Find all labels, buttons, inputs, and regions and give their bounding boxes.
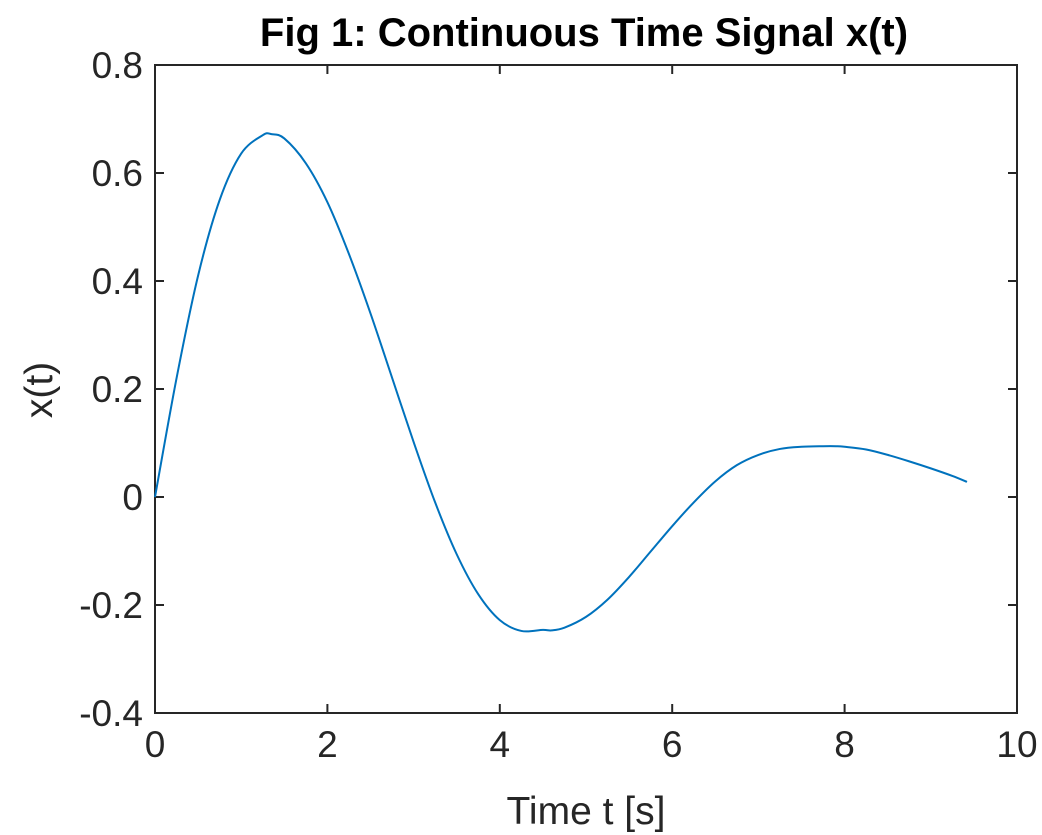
plot-area <box>154 64 1018 714</box>
axis-ticks <box>154 64 1018 714</box>
x-tick-label: 0 <box>145 724 166 765</box>
y-tick-label: -0.2 <box>79 585 143 626</box>
chart-title: Fig 1: Continuous Time Signal x(t) <box>260 11 908 55</box>
y-tick-label: 0.2 <box>92 369 143 410</box>
x-axis-label: Time t [s] <box>507 790 666 833</box>
y-tick-label: 0.4 <box>92 261 143 302</box>
x-tick-label: 10 <box>996 724 1037 765</box>
series-line <box>154 132 968 633</box>
y-tick-label: 0.8 <box>92 45 143 86</box>
x-tick-label: 8 <box>834 724 855 765</box>
y-tick-label: 0.6 <box>92 153 143 194</box>
x-tick-label: 6 <box>662 724 683 765</box>
x-tick-label: 2 <box>317 724 338 765</box>
axis-tick-labels: 0 2 4 6 8 10 -0.4 -0.2 0 0.2 0.4 0.6 0.8 <box>79 45 1037 765</box>
y-axis-label: x(t) <box>18 362 61 418</box>
y-tick-label: -0.4 <box>79 693 143 734</box>
y-tick-label: 0 <box>122 477 143 518</box>
x-tick-label: 4 <box>490 724 511 765</box>
